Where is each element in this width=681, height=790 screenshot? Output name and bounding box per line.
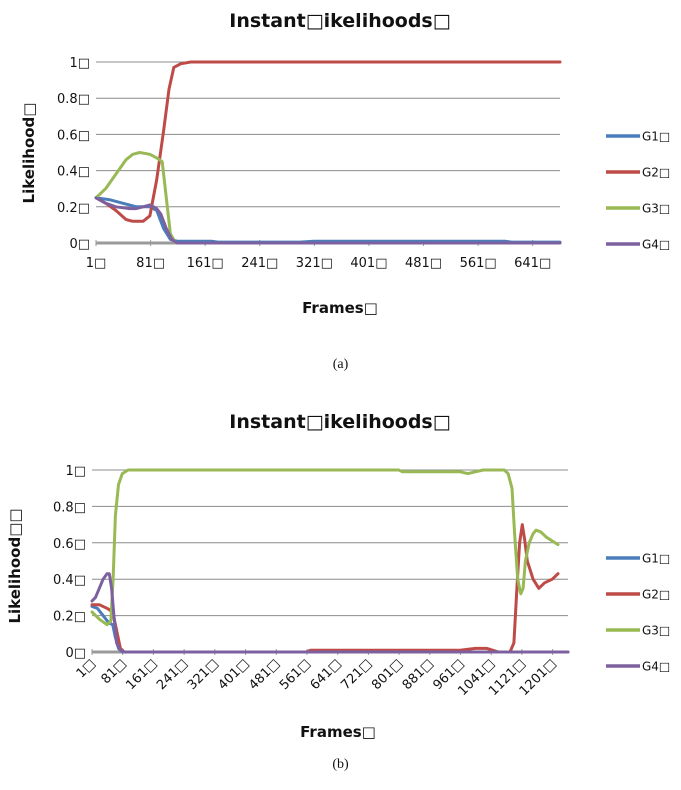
- y-tick-label: 0.8□: [53, 500, 86, 515]
- y-tick-label: 0□: [69, 237, 90, 252]
- x-tick-label: 321□: [296, 256, 333, 271]
- x-tick-label: 561□: [277, 656, 314, 693]
- x-tick-label: 641□: [308, 656, 345, 693]
- x-tick-label: 161□: [187, 256, 224, 271]
- caption-b: (b): [332, 757, 349, 772]
- series-line-1: [90, 605, 570, 654]
- legend-label-3: G3□: [642, 624, 670, 638]
- x-tick-label: 481□: [405, 256, 442, 271]
- x-axis-title: Frames□: [300, 723, 376, 741]
- caption-a: (a): [332, 357, 349, 372]
- x-tick-label: 401□: [216, 656, 253, 693]
- x-tick-label: 481□: [246, 656, 283, 693]
- series-line-4: [90, 572, 570, 654]
- chart-a-svg: Instant□ikelihoods□ 0□ 0.2□ 0.4□ 0.6□ 0.8□ 1□ 1…: [20, 10, 670, 317]
- x-tick-label: 241□: [154, 656, 191, 693]
- y-tick-label: 0.2□: [57, 201, 90, 216]
- y-tick-label: 0.4□: [57, 165, 90, 180]
- y-tick-label: 0.6□: [57, 128, 90, 143]
- y-tick-label: 0.4□: [53, 573, 86, 588]
- series-line-3: [90, 468, 560, 627]
- series-line-2: [90, 523, 560, 654]
- x-tick-label: 801□: [369, 656, 406, 693]
- chart-title: Instant□ikelihoods□: [229, 411, 450, 433]
- x-tick-label: 1□: [86, 256, 107, 271]
- legend-label-1: G1□: [642, 130, 670, 144]
- chart-b: Instant□ikelihoods□ 0□ 0.2□ 0.4□ 0.6□ 0.8□ 1□ 1…: [0, 390, 681, 790]
- x-tick-label: 721□: [338, 656, 375, 693]
- y-tick-label: 0.6□: [53, 537, 86, 552]
- x-tick-label: 161□: [123, 656, 160, 693]
- y-axis-title: Likelihood□: [20, 103, 38, 204]
- chart-b-svg: Instant□ikelihoods□ 0□ 0.2□ 0.4□ 0.6□ 0.8□ 1□ 1…: [6, 411, 670, 741]
- legend-label-1: G1□: [642, 552, 670, 566]
- x-tick-label: 561□: [460, 256, 497, 271]
- chart-title: Instant□ikelihoods□: [229, 10, 450, 32]
- y-tick-label: 1□: [65, 464, 86, 479]
- legend-label-4: G4□: [642, 660, 670, 674]
- x-tick-label: 81□: [136, 256, 165, 271]
- y-tick-label: 1□: [69, 56, 90, 71]
- x-tick-label: 321□: [185, 656, 222, 693]
- y-tick-label: 0.8□: [57, 92, 90, 107]
- x-axis-title: Frames□: [302, 299, 378, 317]
- x-tick-label: 641□: [514, 256, 551, 271]
- x-tick-label: 241□: [241, 256, 278, 271]
- legend-label-2: G2□: [642, 166, 670, 180]
- x-tick-label: 401□: [350, 256, 387, 271]
- y-tick-label: 0□: [65, 646, 86, 661]
- legend-label-4: G4□: [642, 238, 670, 252]
- x-tick-label: 881□: [400, 656, 437, 693]
- legend-label-3: G3□: [642, 202, 670, 216]
- chart-a: Instant□ikelihoods□ 0□ 0.2□ 0.4□ 0.6□ 0.8□ 1□ 1…: [0, 0, 681, 390]
- legend-label-2: G2□: [642, 588, 670, 602]
- series-line-2: [94, 60, 562, 223]
- series-line-4: [94, 196, 562, 245]
- y-axis-title: Likelihood□□: [6, 508, 24, 623]
- y-tick-label: 0.2□: [53, 610, 86, 625]
